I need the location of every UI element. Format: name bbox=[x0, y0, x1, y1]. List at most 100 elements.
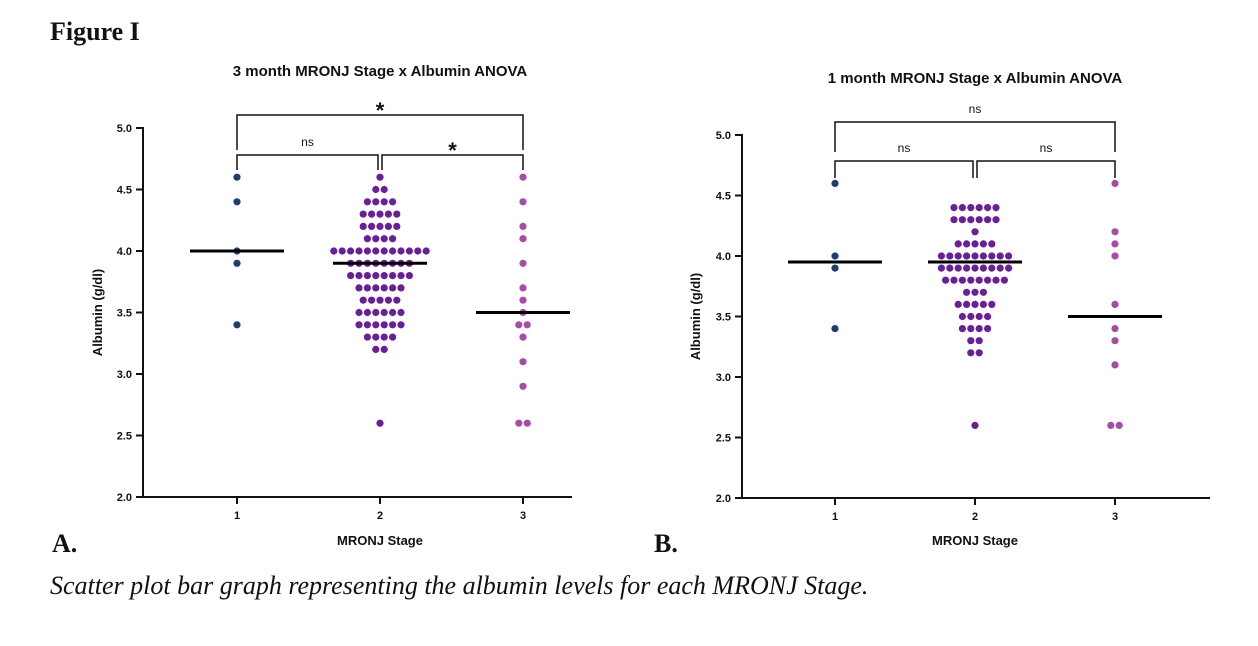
data-point bbox=[950, 276, 958, 284]
data-point bbox=[376, 419, 384, 427]
data-point bbox=[380, 284, 388, 292]
data-point bbox=[975, 204, 983, 212]
data-point bbox=[950, 216, 958, 224]
y-tick-label: 2.0 bbox=[117, 492, 132, 504]
data-point bbox=[975, 216, 983, 224]
data-point bbox=[376, 296, 384, 304]
data-point bbox=[389, 235, 397, 243]
data-point bbox=[397, 308, 405, 317]
significance-bracket bbox=[236, 114, 524, 150]
data-point bbox=[975, 325, 983, 333]
data-point bbox=[397, 247, 405, 255]
data-point bbox=[963, 240, 971, 248]
data-point bbox=[523, 321, 531, 329]
data-point bbox=[1111, 179, 1119, 187]
x-tick-label: 2 bbox=[377, 510, 383, 522]
data-point bbox=[233, 321, 241, 329]
data-point bbox=[996, 264, 1004, 272]
data-point bbox=[372, 235, 380, 243]
data-point bbox=[831, 252, 839, 260]
y-axis-label: Albumin (g/dl) bbox=[688, 273, 703, 360]
panel: 1 month MRONJ Stage x Albumin ANOVA B. 2.0… bbox=[654, 70, 1210, 558]
data-point bbox=[355, 284, 363, 292]
y-axis-label: Albumin (g/dl) bbox=[90, 269, 105, 356]
x-tick-label: 1 bbox=[832, 511, 838, 523]
data-point bbox=[958, 276, 967, 284]
data-point bbox=[380, 333, 388, 341]
y-tick-label: 2.5 bbox=[716, 433, 731, 445]
data-point bbox=[946, 252, 954, 260]
data-point bbox=[988, 264, 996, 272]
data-point bbox=[515, 419, 523, 427]
data-point bbox=[967, 204, 975, 212]
x-axis-label: MRONJ Stage bbox=[337, 533, 423, 548]
data-point bbox=[519, 296, 527, 304]
y-tick-label: 4.5 bbox=[716, 191, 731, 203]
panel: 3 month MRONJ Stage x Albumin ANOVA A. 2.0… bbox=[52, 63, 572, 558]
data-point bbox=[963, 264, 971, 272]
data-point bbox=[363, 198, 371, 206]
y-tick-label: 2.5 bbox=[117, 431, 132, 443]
data-point bbox=[372, 272, 380, 280]
data-point bbox=[372, 333, 380, 341]
data-point bbox=[380, 321, 388, 329]
data-point bbox=[355, 321, 363, 329]
data-point bbox=[963, 288, 971, 296]
y-tick-label: 5.0 bbox=[117, 123, 132, 135]
data-point bbox=[971, 252, 979, 260]
y-tick-label: 5.0 bbox=[716, 130, 731, 142]
data-point bbox=[971, 421, 979, 429]
data-point bbox=[942, 276, 950, 284]
significance-label: * bbox=[376, 98, 385, 123]
data-point bbox=[963, 252, 971, 260]
significance-label: ns bbox=[1040, 141, 1053, 155]
data-point bbox=[380, 185, 388, 194]
data-point bbox=[363, 284, 371, 292]
y-tick-label: 3.5 bbox=[117, 308, 132, 320]
data-point bbox=[1111, 325, 1119, 333]
data-point bbox=[515, 321, 523, 329]
data-point bbox=[376, 222, 384, 230]
data-point bbox=[1005, 252, 1013, 260]
data-point bbox=[347, 272, 355, 280]
data-point bbox=[979, 240, 988, 248]
chart-title: 1 month MRONJ Stage x Albumin ANOVA bbox=[828, 70, 1123, 87]
data-point bbox=[389, 198, 397, 206]
data-point bbox=[984, 276, 992, 284]
data-point bbox=[984, 204, 992, 212]
data-point bbox=[363, 333, 371, 341]
data-point bbox=[389, 308, 397, 317]
data-point bbox=[359, 222, 367, 230]
data-point bbox=[831, 179, 839, 187]
data-point bbox=[992, 204, 1000, 212]
significance-bracket bbox=[976, 160, 1116, 178]
x-tick-label: 3 bbox=[1112, 511, 1118, 523]
data-point bbox=[380, 247, 388, 255]
caption: Scatter plot bar graph representing the … bbox=[50, 571, 868, 600]
y-tick-label: 2.0 bbox=[716, 493, 731, 505]
data-point bbox=[380, 235, 388, 243]
data-point bbox=[389, 247, 397, 255]
data-point bbox=[355, 247, 363, 255]
data-point bbox=[954, 252, 962, 260]
data-point bbox=[233, 259, 241, 267]
significance-label: ns bbox=[898, 141, 911, 155]
data-point bbox=[984, 216, 992, 224]
data-point bbox=[372, 185, 380, 194]
data-point bbox=[397, 284, 405, 292]
data-point bbox=[937, 264, 946, 272]
significance-bracket bbox=[834, 160, 974, 178]
data-point bbox=[988, 240, 996, 248]
data-point bbox=[967, 349, 975, 357]
data-point bbox=[1115, 421, 1123, 429]
data-point bbox=[519, 235, 527, 243]
y-tick-label: 3.0 bbox=[716, 372, 731, 384]
x-tick-label: 1 bbox=[234, 510, 240, 522]
data-point bbox=[389, 272, 397, 280]
data-point bbox=[363, 235, 371, 243]
data-point bbox=[338, 247, 346, 255]
data-point bbox=[992, 276, 1000, 284]
data-point bbox=[1111, 300, 1119, 308]
data-point bbox=[831, 325, 839, 333]
data-point bbox=[958, 325, 967, 333]
